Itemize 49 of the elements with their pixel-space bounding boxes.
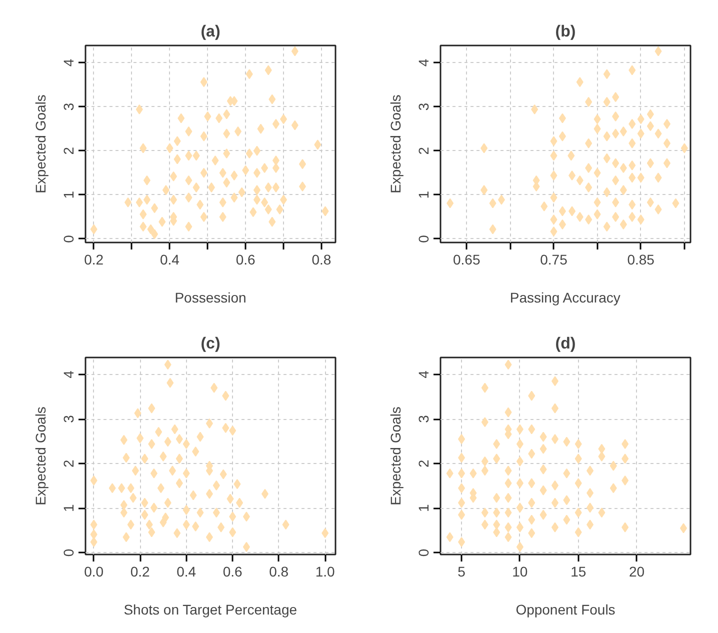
- x-axis-title: Passing Accuracy: [510, 290, 620, 306]
- y-tick-label: 2: [416, 146, 432, 155]
- x-tick-label: 20: [628, 564, 645, 580]
- y-tick-label: 2: [60, 459, 76, 468]
- y-axis-title: Expected Goals: [388, 406, 404, 506]
- y-tick-label: 4: [416, 58, 432, 67]
- x-tick-label: 0.6: [222, 564, 243, 580]
- y-axis-title: Expected Goals: [388, 94, 404, 194]
- y-tick-label: 0: [60, 234, 76, 243]
- chart-title: (a): [200, 24, 220, 40]
- x-axis-title: Possession: [174, 290, 246, 306]
- x-tick-label: 0.85: [627, 252, 655, 268]
- x-axis-title: Shots on Target Percentage: [124, 602, 298, 618]
- y-tick-label: 1: [60, 504, 76, 512]
- y-axis-title: Expected Goals: [32, 94, 48, 194]
- x-tick-label: 0.4: [160, 252, 180, 268]
- y-tick-label: 2: [416, 459, 432, 468]
- y-tick-label: 1: [416, 504, 432, 512]
- x-tick-label: 0.2: [84, 252, 104, 268]
- y-tick-label: 2: [60, 146, 76, 155]
- y-tick-label: 3: [416, 414, 432, 423]
- y-tick-label: 3: [60, 102, 76, 111]
- chart-title: (c): [200, 336, 220, 352]
- y-tick-label: 0: [60, 548, 76, 557]
- x-tick-label: 5: [458, 564, 466, 580]
- x-tick-label: 0.6: [236, 252, 256, 268]
- y-tick-label: 4: [60, 370, 76, 378]
- y-tick-label: 1: [60, 190, 76, 199]
- y-tick-label: 1: [416, 190, 432, 199]
- y-tick-label: 4: [60, 58, 76, 67]
- y-tick-label: 0: [416, 548, 432, 557]
- chart-title: (b): [555, 24, 576, 40]
- y-tick-label: 3: [416, 102, 432, 111]
- chart-title: (d): [555, 336, 576, 352]
- x-tick-label: 0.2: [130, 564, 150, 580]
- x-tick-label: 15: [570, 564, 586, 580]
- x-tick-label: 10: [512, 564, 528, 580]
- x-tick-label: 0.75: [540, 252, 568, 268]
- x-tick-label: 0.8: [269, 564, 289, 580]
- x-tick-label: 0.8: [312, 252, 332, 268]
- y-tick-label: 3: [60, 414, 76, 423]
- y-tick-label: 4: [416, 370, 432, 378]
- x-tick-label: 0.0: [84, 564, 104, 580]
- x-tick-label: 0.65: [453, 252, 480, 268]
- x-tick-label: 1.0: [315, 564, 336, 580]
- y-axis-title: Expected Goals: [32, 406, 48, 506]
- x-tick-label: 0.4: [176, 564, 196, 580]
- y-tick-label: 0: [416, 234, 432, 243]
- x-axis-title: Opponent Fouls: [516, 602, 616, 618]
